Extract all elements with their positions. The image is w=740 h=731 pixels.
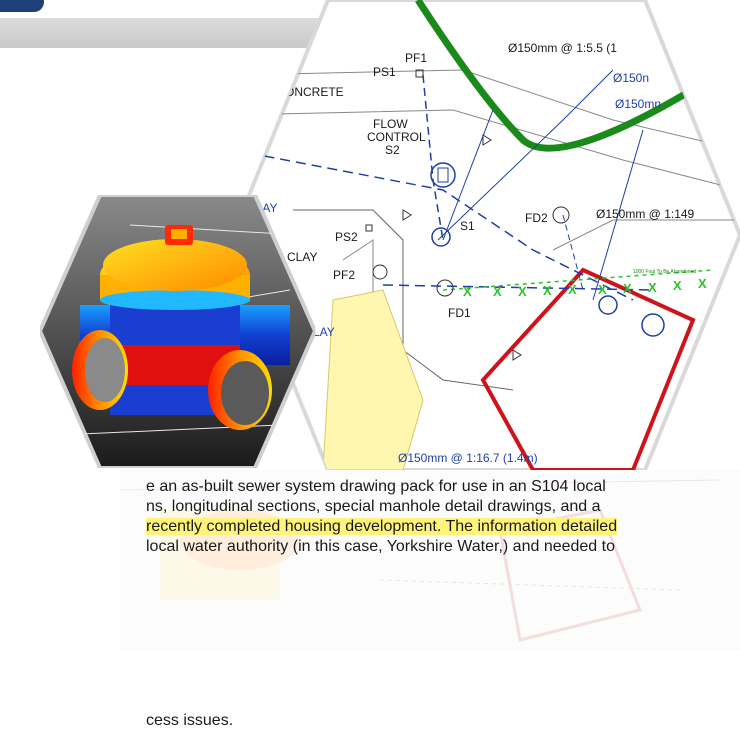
label-pf1: PF1	[405, 51, 427, 65]
body-line-3: recently completed housing development. …	[146, 517, 740, 537]
label-pipe-top2: Ø150n	[613, 71, 649, 85]
label-concrete: ONCRETE	[285, 85, 344, 99]
manhole-3d-model-hexagon	[40, 195, 315, 468]
svg-text:X: X	[698, 276, 707, 291]
label-pipe-mid: Ø150mm @ 1:149	[596, 207, 695, 221]
label-clay3: LAY	[313, 325, 335, 339]
svg-text:X: X	[648, 280, 657, 295]
drawing-reflection	[120, 470, 740, 650]
body-line-3-text: recently completed housing development. …	[146, 518, 618, 535]
body-line-4: local water authority (in this case, Yor…	[146, 538, 615, 555]
label-flow-control-3: S2	[385, 143, 400, 157]
label-pf2: PF2	[333, 268, 355, 282]
svg-text:X: X	[463, 284, 472, 299]
svg-text:X: X	[543, 283, 552, 298]
drainage-drawing-hexagon: X X X X X X X X X X PF1 PS1 ONCRETE FLOW CONTR…	[233, 0, 740, 470]
label-ps2: PS2	[335, 230, 358, 244]
svg-text:X: X	[493, 284, 502, 299]
label-green-note: 1000 Foul To Be Abandoned	[633, 269, 696, 275]
body-line-1: e an as-built sewer system drawing pack …	[146, 478, 606, 495]
label-fd1: FD1	[448, 306, 471, 320]
label-flow-control-1: FLOW	[373, 117, 408, 131]
svg-text:X: X	[518, 284, 527, 299]
svg-text:X: X	[568, 282, 577, 297]
svg-text:X: X	[598, 282, 607, 297]
svg-text:X: X	[623, 281, 632, 296]
label-flow-control-2: CONTROL	[367, 130, 426, 144]
label-pipe-top3: Ø150mn	[615, 97, 661, 111]
label-pipe-bottom: Ø150mm @ 1:16.7 (1.4m)	[398, 451, 538, 465]
label-ps1: PS1	[373, 65, 396, 79]
label-fd2: FD2	[525, 211, 548, 225]
label-s1: S1	[460, 219, 475, 233]
body-line-2: ns, longitudinal sections, special manho…	[146, 498, 601, 515]
svg-text:X: X	[673, 278, 682, 293]
body-paragraph: e an as-built sewer system drawing pack …	[0, 477, 740, 557]
body-tail: cess issues.	[146, 712, 234, 729]
logo-tab	[0, 0, 44, 12]
label-pipe-top1: Ø150mm @ 1:5.5 (1	[508, 41, 617, 55]
